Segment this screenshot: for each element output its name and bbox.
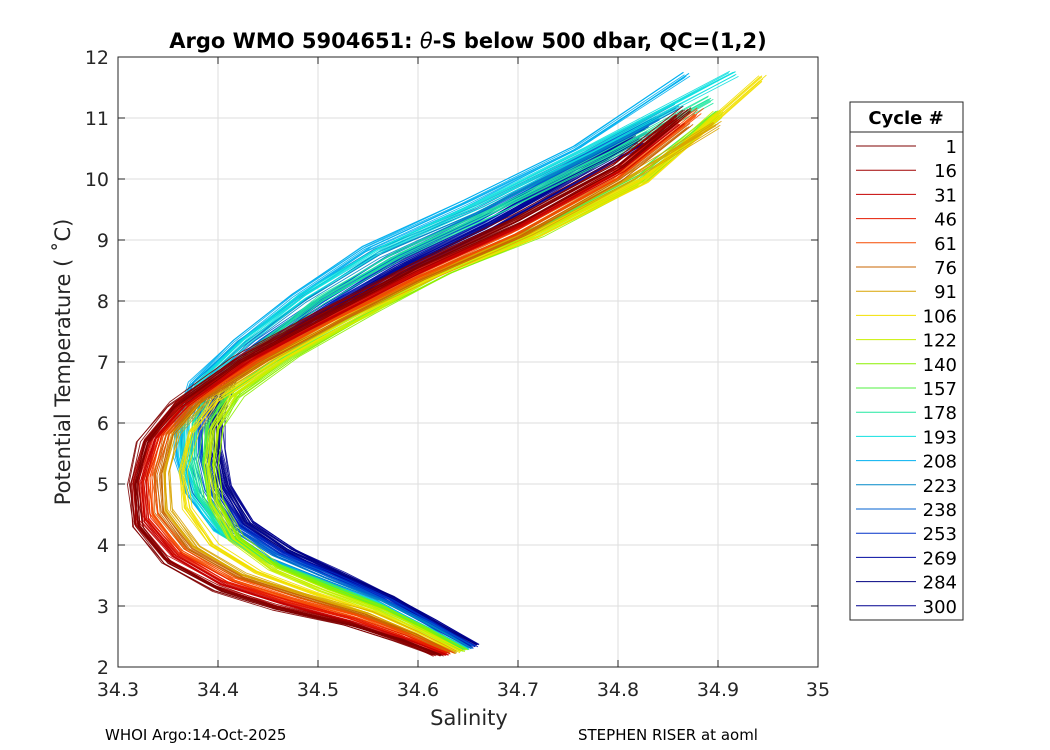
series-line-cycle-1 (130, 109, 684, 656)
series-line-cycle-76 (158, 126, 690, 654)
series-line-cycle-1 (137, 110, 692, 656)
y-tick-label: 2 (97, 657, 109, 679)
series-line-cycle-1 (136, 110, 690, 657)
x-tick-label: 34.8 (597, 679, 639, 701)
legend-entry-label: 76 (934, 258, 957, 279)
legend-entry-label: 269 (923, 548, 957, 569)
legend-entries: 1 16 31 46 61 76 91 106 122 140 157 178 193 208 223 238… (856, 137, 957, 618)
x-tick-label: 34.6 (397, 679, 439, 701)
legend-entry-label: 300 (923, 597, 957, 618)
series-line-cycle-16 (130, 114, 677, 655)
series-line-cycle-300 (224, 143, 648, 646)
legend-title: Cycle # (868, 108, 943, 129)
legend: Cycle # 1 16 31 46 61 76 91 106 122 140 157 178 193 2… (849, 101, 964, 621)
legend-entry-label: 157 (923, 379, 957, 400)
legend-entry-label: 284 (923, 573, 957, 594)
y-tick-label: 10 (85, 169, 109, 191)
series-line-cycle-31 (143, 119, 682, 656)
legend-entry-label: 122 (923, 331, 957, 352)
legend-entry-label: 46 (934, 210, 957, 231)
legend-entry-label: 208 (923, 452, 957, 473)
title-theta: θ (420, 29, 433, 53)
y-tick-label: 5 (97, 474, 109, 496)
legend-entry-label: 253 (923, 524, 957, 545)
x-tick-label: 34.3 (97, 679, 139, 701)
y-axis-label: Potential Temperature ( ˚C) (51, 219, 75, 506)
series-line-cycle-31 (139, 124, 681, 656)
legend-entry-label: 61 (934, 234, 957, 255)
legend-entry-label: 1 (946, 137, 957, 158)
x-tick-label: 35 (806, 679, 830, 701)
legend-entry-label: 223 (923, 476, 957, 497)
legend-entry-label: 16 (934, 161, 957, 182)
x-tick-label: 34.9 (697, 679, 739, 701)
series-line-cycle-157 (202, 114, 721, 652)
series-line-cycle-140 (217, 116, 723, 651)
legend-entry-label: 140 (923, 355, 957, 376)
legend-entry-label: 91 (934, 282, 957, 303)
title-suffix: -S below 500 dbar, QC=(1,2) (433, 29, 767, 53)
series-line-cycle-208 (180, 73, 689, 649)
y-tick-label: 4 (97, 535, 109, 557)
y-tick-label: 3 (97, 596, 109, 618)
series-line-cycle-122 (204, 114, 717, 652)
chart-title: Argo WMO 5904651: θ-S below 500 dbar, QC… (169, 29, 766, 53)
title-prefix: Argo WMO 5904651: (169, 29, 420, 53)
axis-ticks: 34.3 34.4 34.5 34.6 34.7 34.8 34.9 35 2 3 4 5 6 7 8 9 10… (85, 47, 830, 701)
x-axis-label: Salinity (430, 706, 508, 730)
series-line-cycle-76 (159, 124, 694, 654)
x-tick-label: 34.7 (497, 679, 539, 701)
y-tick-label: 6 (97, 413, 109, 435)
legend-entry-label: 178 (923, 403, 957, 424)
footer-right: STEPHEN RISER at aoml (578, 726, 758, 744)
x-tick-label: 34.5 (297, 679, 339, 701)
series-line-cycle-91 (164, 124, 717, 653)
y-tick-label: 11 (85, 108, 109, 130)
profile-lines (127, 70, 767, 657)
series-line-cycle-31 (145, 122, 685, 656)
y-tick-label: 12 (85, 47, 109, 69)
series-line-cycle-16 (133, 115, 678, 655)
y-tick-label: 7 (97, 352, 109, 374)
y-tick-label: 9 (97, 230, 109, 252)
footer-left: WHOI Argo:14-Oct-2025 (105, 726, 287, 744)
legend-entry-label: 238 (923, 500, 957, 521)
y-tick-label: 8 (97, 291, 109, 313)
x-tick-label: 34.4 (197, 679, 239, 701)
legend-entry-label: 193 (923, 427, 957, 448)
legend-entry-label: 31 (934, 185, 957, 206)
legend-entry-label: 106 (923, 306, 957, 327)
